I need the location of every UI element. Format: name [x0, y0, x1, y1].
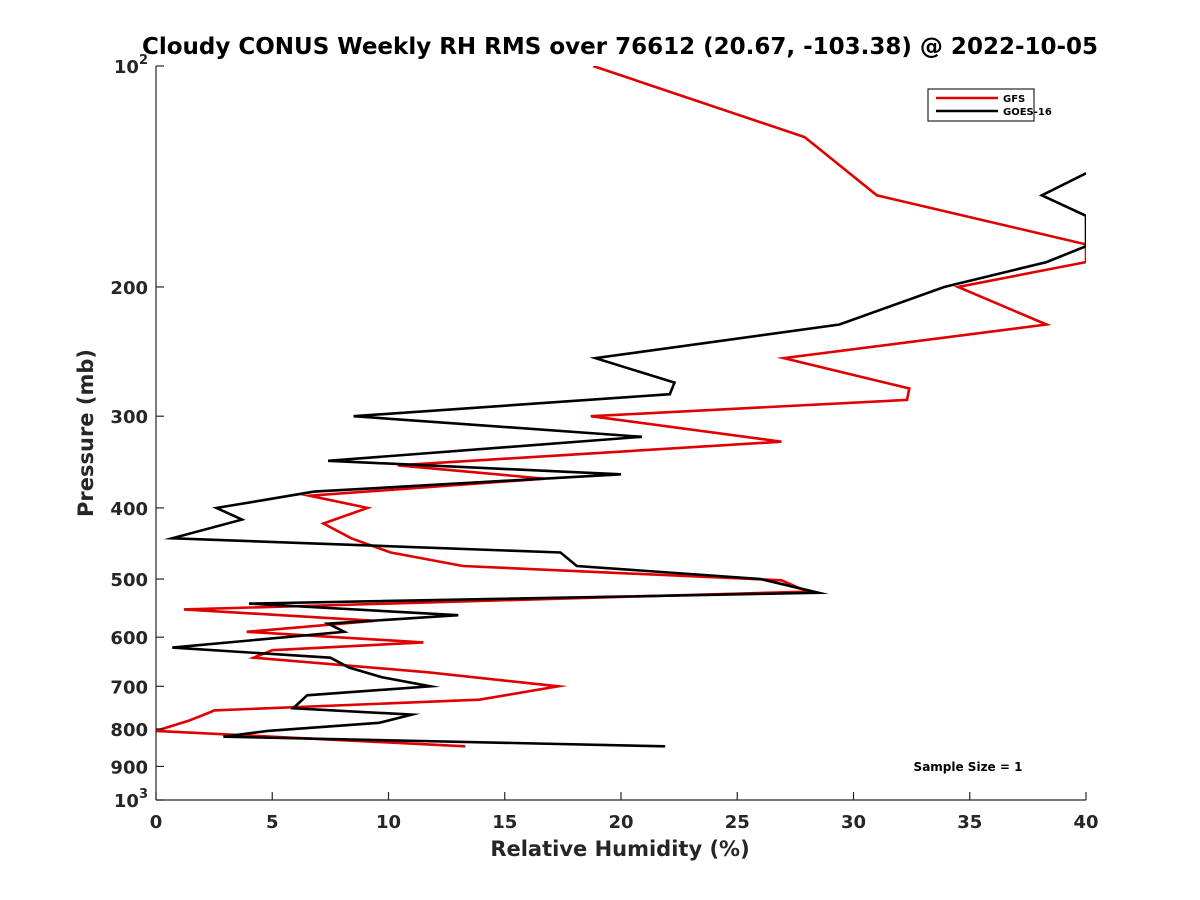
legend-box: [927, 88, 1035, 122]
x-axis-label: Relative Humidity (%): [490, 837, 749, 861]
x-axis-ticks: 0 5 10 15 20 25 30 35 40: [150, 792, 1099, 833]
y-tick-label: 600: [110, 628, 148, 649]
x-tick-label: 35: [957, 812, 982, 833]
y-tick-label: 300: [110, 407, 148, 428]
series-line-goes-16: [163, 172, 1086, 748]
legend: GFS GOES-16: [927, 88, 1052, 122]
y-tick-label: 700: [110, 677, 148, 698]
x-tick-label: 20: [608, 812, 633, 833]
y-tick-label: 800: [110, 720, 148, 741]
sample-size-annotation: Sample Size = 1: [914, 760, 1023, 774]
x-tick-label: 10: [376, 812, 401, 833]
legend-label: GOES-16: [1003, 107, 1052, 118]
series-layer: [156, 66, 1086, 748]
x-tick-label: 15: [492, 812, 517, 833]
x-tick-label: 0: [150, 812, 163, 833]
y-tick-label: 500: [110, 570, 148, 591]
x-tick-label: 40: [1073, 812, 1098, 833]
x-tick-label: 25: [725, 812, 750, 833]
y-axis-ticks: 102 200 300 400 500 600 700 800 900 103: [110, 53, 164, 812]
y-tick-label: 200: [110, 278, 148, 299]
chart-title: Cloudy CONUS Weekly RH RMS over 76612 (2…: [142, 34, 1098, 60]
y-tick-label: 102: [114, 53, 148, 78]
y-tick-label: 103: [114, 787, 148, 812]
plot-area: 0 5 10 15 20 25 30 35 40 102 200 300 400 500 600 700 80…: [110, 53, 1098, 833]
y-axis-label: Pressure (mb): [74, 349, 98, 517]
legend-label: GFS: [1003, 94, 1025, 105]
x-tick-label: 30: [841, 812, 866, 833]
y-tick-label: 400: [110, 499, 148, 520]
y-tick-label: 900: [110, 757, 148, 778]
x-tick-label: 5: [266, 812, 279, 833]
